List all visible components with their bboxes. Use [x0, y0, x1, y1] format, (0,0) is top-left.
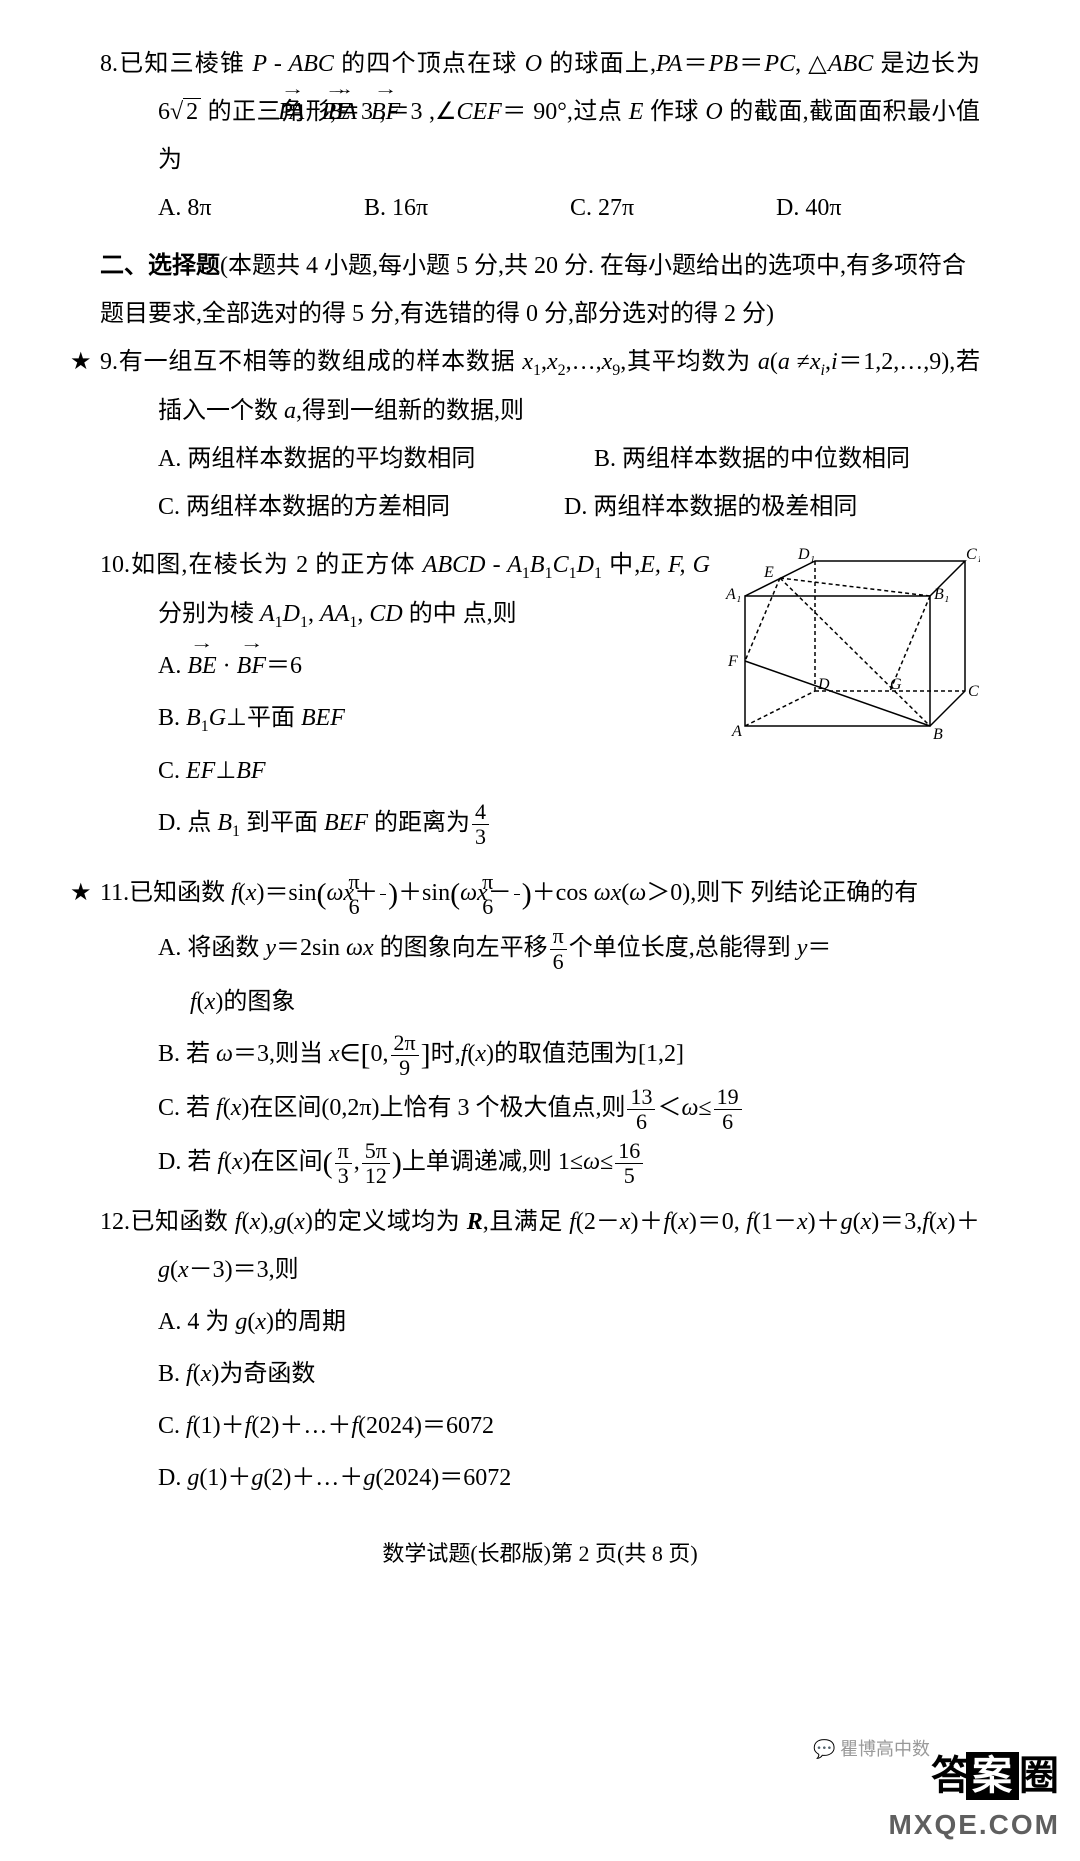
question-8: 8.已知三棱锥 P - ABC 的四个顶点在球 O 的球面上,PA＝PB＝PC,… — [100, 40, 980, 232]
cube-diagram: A B C D A₁ B₁ C₁ D₁ E F G — [720, 541, 980, 741]
svg-text:B: B — [933, 726, 943, 741]
section-2-header: 二、选择题(本题共 4 小题,每小题 5 分,共 20 分. 在每小题给出的选项… — [100, 242, 980, 338]
q11-num: 11. — [100, 880, 129, 906]
q9-opt-c: C. 两组样本数据的方差相同 — [158, 483, 558, 531]
q8-opt-d: D. 40π — [776, 184, 976, 232]
question-9: ★ 9.有一组互不相等的数组成的样本数据 x1,x2,…,x9,其平均数为 a(… — [100, 338, 980, 531]
svg-text:C: C — [968, 683, 979, 700]
q8-options: A. 8π B. 16π C. 27π D. 40π — [100, 184, 980, 232]
q9-opt-a: A. 两组样本数据的平均数相同 — [158, 435, 588, 483]
page-footer: 数学试题(长郡版)第 2 页(共 8 页) — [100, 1532, 980, 1576]
question-12: 12.已知函数 f(x),g(x)的定义域均为 R,且满足 f(2－x)＋f(x… — [100, 1198, 980, 1502]
star-icon: ★ — [70, 869, 92, 917]
q9-opt-d: D. 两组样本数据的极差相同 — [564, 494, 857, 520]
q11-opt-b: B. 若 ω＝3,则当 x∈[0,2π9]时,f(x)的取值范围为[1,2] — [100, 1030, 980, 1080]
svg-text:C₁: C₁ — [966, 546, 980, 563]
watermark-url: MXQE.COM — [888, 1809, 1060, 1841]
question-11: ★ 11.已知函数 f(x)＝sin(ωx＋π6)＋sin(ωx－π6)＋cos… — [100, 869, 980, 1188]
q8-opt-a: A. 8π — [158, 184, 358, 232]
q12-opt-d: D. g(1)＋g(2)＋…＋g(2024)＝6072 — [100, 1454, 980, 1502]
star-icon: ★ — [70, 338, 92, 386]
page-content: 8.已知三棱锥 P - ABC 的四个顶点在球 O 的球面上,PA＝PB＝PC,… — [0, 0, 1080, 1596]
q12-opt-c: C. f(1)＋f(2)＋…＋f(2024)＝6072 — [100, 1402, 980, 1450]
watermark-answer: 答案圈 — [931, 1743, 1060, 1801]
q10-opt-d: D. 点 B1 到平面 BEF 的距离为43 — [100, 799, 980, 849]
svg-text:G: G — [890, 676, 902, 693]
q8-num: 8. — [100, 51, 118, 77]
svg-text:A₁: A₁ — [725, 586, 741, 603]
q10-num: 10. — [100, 552, 130, 578]
svg-text:E: E — [763, 564, 774, 581]
question-10: ★ A B C D A₁ B₁ C₁ D₁ E — [100, 541, 980, 850]
svg-text:D₁: D₁ — [797, 546, 815, 563]
svg-text:F: F — [727, 653, 738, 670]
q9-num: 9. — [100, 349, 118, 375]
q8-opt-c: C. 27π — [570, 184, 770, 232]
q9-opt-b: B. 两组样本数据的中位数相同 — [594, 446, 910, 472]
q11-opt-d: D. 若 f(x)在区间(π3,5π12)上单调递减,则 1≤ω≤165 — [100, 1138, 980, 1188]
q12-num: 12. — [100, 1209, 130, 1235]
q11-opt-c: C. 若 f(x)在区间(0,2π)上恰有 3 个极大值点,则136＜ω≤196 — [100, 1084, 980, 1134]
q12-opt-b: B. f(x)为奇函数 — [100, 1350, 980, 1398]
q12-opt-a: A. 4 为 g(x)的周期 — [100, 1298, 980, 1346]
watermark-small: 💬 瞿博高中数 — [813, 1735, 930, 1761]
q11-opt-a: A. 将函数 y＝2sin ωx 的图象向左平移π6个单位长度,总能得到 y＝ — [100, 924, 980, 974]
q8-opt-b: B. 16π — [364, 184, 564, 232]
svg-text:B₁: B₁ — [934, 586, 949, 603]
svg-text:D: D — [817, 676, 830, 693]
q10-opt-c: C. EF⊥BF — [100, 747, 980, 795]
svg-text:A: A — [731, 723, 742, 740]
